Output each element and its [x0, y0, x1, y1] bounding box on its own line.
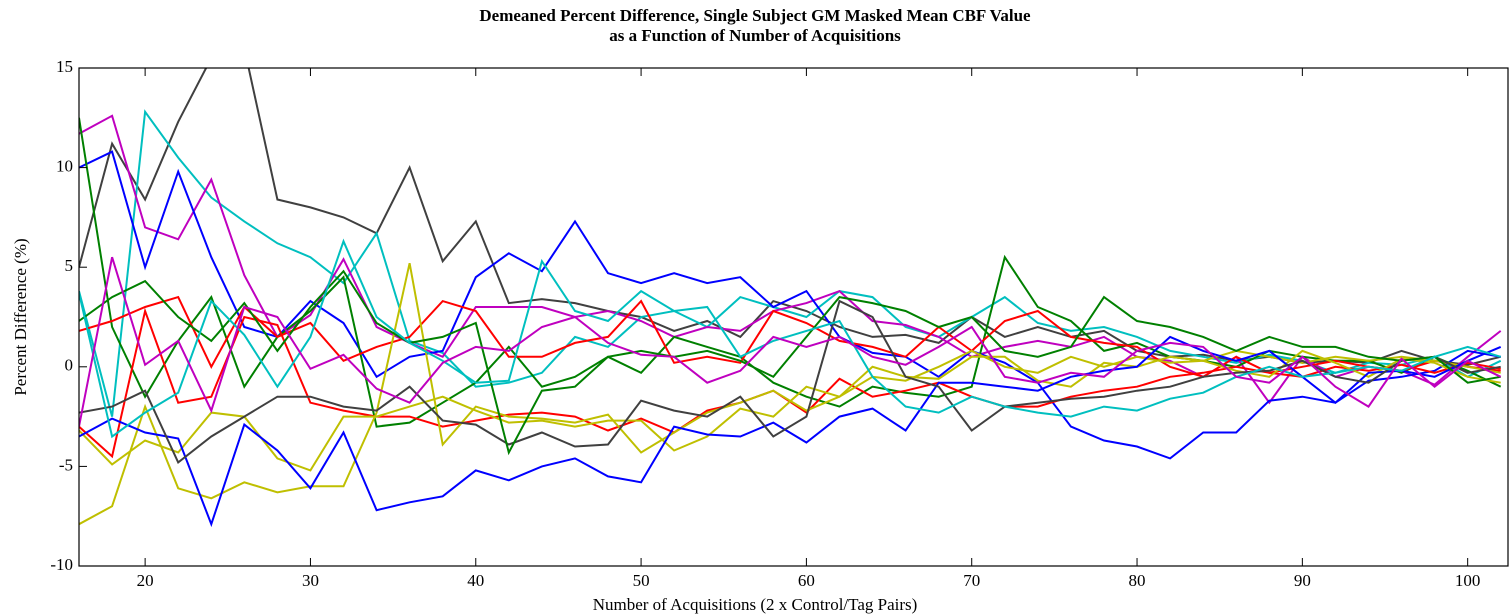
y-tick-label: -10 [50, 555, 73, 574]
x-tick-label: 60 [798, 571, 815, 590]
series-line [79, 307, 1501, 459]
x-tick-label: 100 [1455, 571, 1481, 590]
chart-title: as a Function of Number of Acquisitions [609, 26, 901, 45]
series-line [79, 117, 1502, 428]
x-tick-label: 20 [137, 571, 154, 590]
x-tick-label: 80 [1129, 571, 1146, 590]
x-tick-label: 30 [302, 571, 319, 590]
y-tick-label: 10 [56, 157, 73, 176]
chart-title: Demeaned Percent Difference, Single Subj… [479, 6, 1031, 25]
y-tick-label: 5 [65, 256, 74, 275]
x-tick-label: 70 [963, 571, 980, 590]
series-line [79, 349, 1501, 472]
series-line [79, 238, 1501, 439]
series-line [79, 299, 1501, 464]
y-tick-label: -5 [59, 455, 73, 474]
y-axis-label: Percent Difference (%) [11, 238, 30, 395]
x-tick-label: 50 [633, 571, 650, 590]
series-line [79, 269, 1501, 456]
series-line [79, 335, 1502, 528]
x-tick-label: 40 [467, 571, 484, 590]
y-tick-label: 15 [56, 57, 73, 76]
x-tick-label: 90 [1294, 571, 1311, 590]
series-line [79, 262, 1501, 526]
plot-lines [79, 68, 1502, 528]
plot-frame [78, 67, 1509, 567]
x-axis-label: Number of Acquisitions (2 x Control/Tag … [593, 595, 918, 614]
series-line [79, 256, 1502, 427]
y-tick-label: 0 [65, 356, 74, 375]
series-line [79, 109, 1502, 417]
